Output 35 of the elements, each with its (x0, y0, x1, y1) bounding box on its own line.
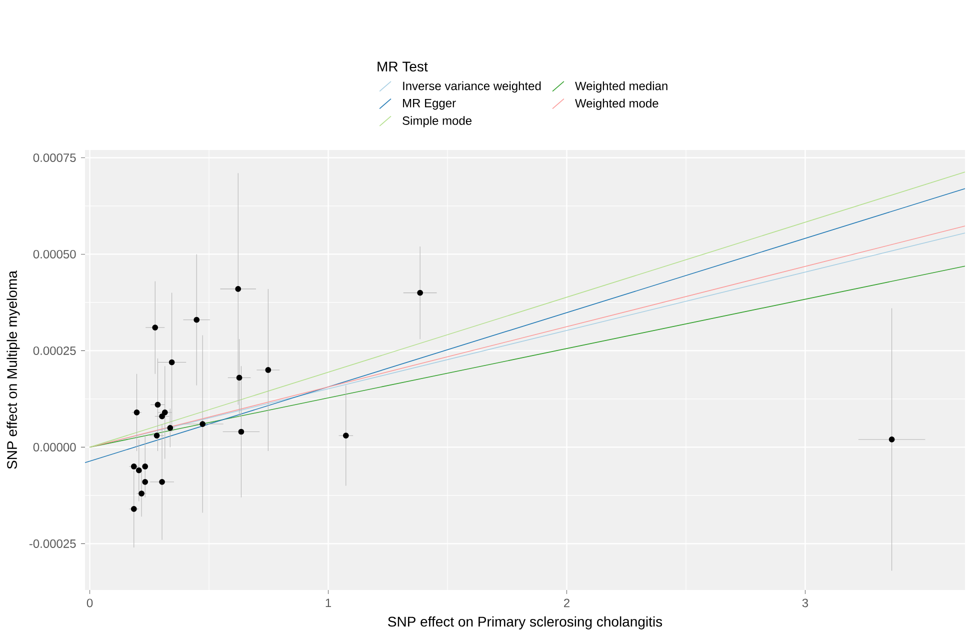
point (159, 478, 165, 485)
point (154, 402, 161, 408)
point (152, 324, 158, 330)
y-tick-label: 0.00075 (33, 153, 76, 162)
point (235, 286, 242, 292)
point (342, 432, 349, 439)
legend-label: Inverse variance weighted (403, 81, 541, 93)
legend-label: Weighted mode (575, 98, 658, 110)
point (417, 290, 424, 296)
point (142, 478, 148, 485)
y-tick-label: -0.00025 (29, 539, 76, 548)
y-tick-label: 0.00025 (33, 346, 76, 355)
point (154, 432, 160, 439)
point (888, 436, 895, 442)
x-tick-label: 3 (802, 598, 808, 608)
x-tick-label: 1 (326, 598, 332, 607)
x-tick-label: 0 (86, 598, 93, 608)
point (138, 490, 144, 496)
y-tick-label: 0.00050 (33, 250, 76, 258)
x-axis-title: SNP effect on Primary sclerosing cholangitis (388, 616, 662, 630)
point (142, 464, 148, 470)
point (168, 359, 175, 366)
y-axis-title: SNP effect on Multiple myeloma (6, 270, 20, 469)
point (236, 374, 242, 381)
point (194, 316, 200, 323)
point (200, 421, 206, 427)
legend-label: Simple mode (402, 116, 472, 128)
legend-label: MR Egger (403, 98, 456, 110)
legend-label: Weighted median (575, 81, 668, 93)
point (265, 367, 272, 373)
legend-title: MR Test (378, 62, 428, 72)
point (238, 428, 244, 435)
point (130, 464, 137, 470)
x-tick-label: 2 (564, 598, 570, 608)
y-tick-label: 0.00000 (33, 442, 76, 452)
